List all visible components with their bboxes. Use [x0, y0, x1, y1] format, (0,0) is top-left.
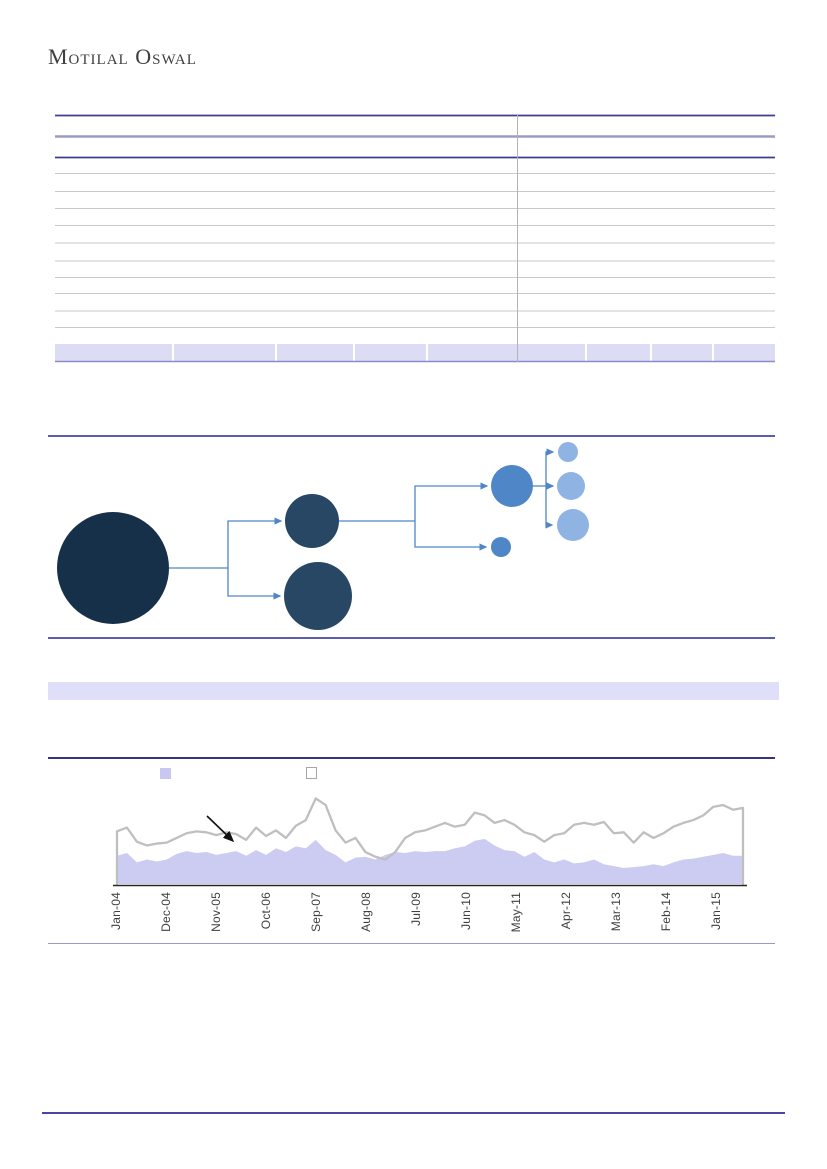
- diagram-node-leaf-1: [558, 442, 578, 462]
- financials-table-grid: [55, 114, 775, 363]
- diagram-node-root: [57, 512, 169, 624]
- x-axis-label: Jul-09: [409, 892, 423, 926]
- diagram-node-branch-1: [285, 494, 339, 548]
- diagram-node-leaf-2: [557, 472, 585, 500]
- chart-bottom-rule: [48, 943, 775, 944]
- x-axis-label: Oct-06: [259, 892, 273, 930]
- bubble-tree-diagram: [57, 442, 589, 630]
- diagram-connector: [414, 482, 489, 521]
- diagram-connector: [414, 521, 488, 551]
- table-footer-band: [55, 344, 775, 361]
- diagram-bottom-rule: [48, 637, 775, 639]
- section-header-band: [48, 682, 779, 700]
- diagram-node-leaf-3: [557, 509, 589, 541]
- table-footer-band-dividers: [172, 344, 714, 361]
- price-trend-chart: [113, 797, 747, 887]
- diagram-connector: [545, 486, 554, 529]
- diagram-top-rule: [48, 435, 775, 437]
- x-axis-label: May-11: [509, 892, 523, 933]
- x-axis-label: Mar-13: [609, 892, 623, 932]
- table-row-lines: [55, 173, 775, 328]
- legend-filled-square-marker: [160, 768, 171, 779]
- diagram-connector: [545, 448, 555, 486]
- annotation-arrow: [206, 815, 235, 843]
- chart-top-rule: [48, 757, 775, 759]
- x-axis-label: Jan-15: [709, 892, 723, 930]
- x-axis-label: Jun-10: [459, 892, 473, 930]
- x-axis-label: Jan-04: [109, 892, 123, 930]
- company-logo: Motilal Oswal: [48, 44, 197, 69]
- diagram-node-sub-1: [491, 465, 533, 507]
- diagram-node-sub-2: [491, 537, 511, 557]
- diagram-connector: [227, 517, 283, 568]
- x-axis-label: Apr-12: [559, 892, 573, 930]
- legend-hollow-square-marker: [306, 767, 317, 779]
- x-axis-label: Aug-08: [359, 892, 373, 932]
- diagram-node-branch-2: [284, 562, 352, 630]
- area-series: [117, 838, 743, 884]
- line-series: [115, 797, 745, 886]
- x-axis-label: Feb-14: [659, 892, 673, 932]
- x-axis-label: Nov-05: [209, 892, 223, 932]
- x-axis-label: Sep-07: [309, 892, 323, 932]
- footer-rule: [42, 1112, 785, 1114]
- diagram-connector: [227, 568, 282, 600]
- x-axis-label: Dec-04: [159, 892, 173, 932]
